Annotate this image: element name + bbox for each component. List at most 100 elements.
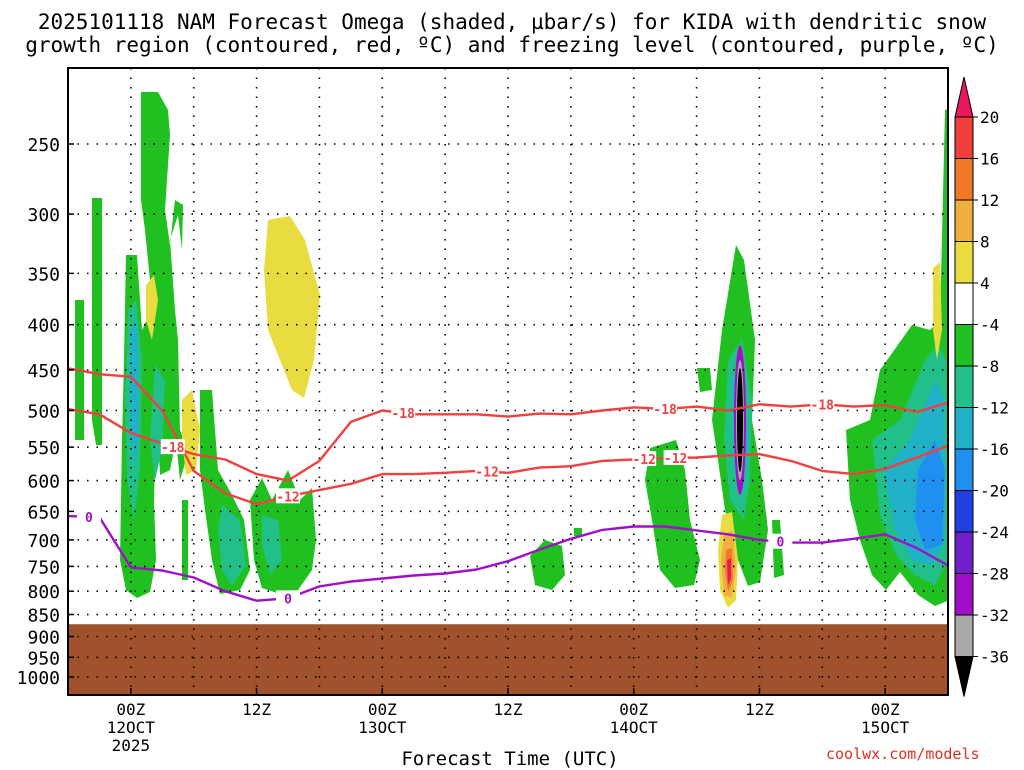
colorbar-bottom-arrow — [954, 656, 974, 697]
contour-line--12 — [68, 367, 948, 506]
omega-region-magenta — [727, 558, 731, 585]
contour-label-bg — [768, 533, 793, 549]
colorbar-swatch — [954, 158, 974, 201]
omega-core-black — [737, 368, 743, 472]
colorbar-swatch — [954, 407, 974, 450]
x-tick-label: 12Z — [242, 700, 271, 719]
y-tick-label: 300 — [27, 205, 60, 226]
omega-region-yellow — [933, 262, 942, 360]
colorbar-swatch — [954, 324, 974, 367]
contour-label-bg — [475, 463, 500, 479]
y-tick-label: 750 — [27, 557, 60, 578]
colorbar-label: -16 — [980, 440, 1009, 459]
omega-region-green — [697, 368, 712, 392]
x-tick-label: 00Z — [871, 700, 900, 719]
omega-shading — [75, 92, 948, 608]
omega-region-yellow — [264, 216, 320, 398]
contour-label-0: 0 — [284, 592, 292, 607]
chart-title-line-1: 2025101118 NAM Forecast Omega (shaded, µ… — [37, 10, 987, 34]
omega-region-green — [92, 198, 102, 445]
y-axis: 2503003504004505005506006507007508008509… — [17, 135, 74, 689]
colorbar-swatch — [954, 448, 974, 491]
x-tick-label: 00Z — [619, 700, 648, 719]
contour-label-bg — [653, 400, 678, 416]
ground-below-surface — [68, 624, 948, 695]
colorbar-label: -28 — [980, 565, 1009, 584]
y-tick-label: 550 — [27, 438, 60, 459]
contour-label--12: -12 — [276, 490, 299, 505]
contour-label-bg — [632, 451, 657, 467]
contour-label--12: -12 — [475, 466, 498, 481]
contour-line-0 — [68, 514, 948, 602]
contour-label-bg — [276, 590, 300, 606]
y-tick-label: 950 — [27, 648, 60, 669]
contour-labels: -18 -18 -18 -18 -12 -12 -12 -12 0 0 0 — [76, 396, 835, 607]
chart-title-line-2: growth region (contoured, red, ºC) and f… — [25, 33, 999, 57]
colorbar: 20 16 12 8 4 -4 -8 -12 -16 -20 -24 -28 -32 -36 — [954, 76, 1009, 697]
colorbar-label: 8 — [980, 233, 990, 252]
omega-region-teal — [218, 505, 246, 585]
contour-label-bg — [276, 488, 300, 504]
omega-region-green — [574, 528, 582, 536]
omega-region-green — [182, 500, 188, 580]
omega-region-green — [530, 540, 565, 590]
colorbar-swatch — [954, 490, 974, 533]
colorbar-label: -20 — [980, 482, 1009, 501]
x-axis-title-text: Forecast Time (UTC) — [401, 748, 619, 770]
y-tick-label: 600 — [27, 472, 60, 493]
y-tick-label: 900 — [27, 627, 60, 648]
y-tick-label: 800 — [27, 582, 60, 603]
x-tick-date-label: 14OCT — [610, 718, 659, 737]
y-tick-label: 350 — [27, 264, 60, 285]
colorbar-swatch — [954, 365, 974, 408]
colorbar-label: -24 — [980, 523, 1009, 542]
colorbar-swatch — [954, 573, 974, 616]
y-tick-label: 400 — [27, 316, 60, 337]
contour-label--12: -12 — [664, 452, 687, 467]
contour-line--18 — [68, 401, 948, 482]
grid — [68, 68, 948, 695]
y-tick-label: 1000 — [17, 668, 60, 689]
contour-label-0: 0 — [776, 536, 784, 551]
credit-text: coolwx.com/models — [826, 745, 980, 763]
contour-label-bg — [160, 439, 185, 455]
colorbar-swatch — [954, 241, 974, 284]
contour-label--12: -12 — [632, 453, 655, 468]
colorbar-label: -8 — [980, 357, 999, 376]
colorbar-label: -12 — [980, 399, 1009, 418]
colorbar-swatch — [954, 531, 974, 574]
colorbar-swatch — [954, 614, 974, 657]
y-tick-label: 650 — [27, 502, 60, 523]
colorbar-swatch — [954, 282, 974, 325]
colorbar-label: 4 — [980, 274, 990, 293]
x-tick-label: 12Z — [494, 700, 523, 719]
colorbar-label: 16 — [980, 150, 999, 169]
contour-label--18: -18 — [161, 441, 185, 456]
colorbar-swatch — [954, 199, 974, 242]
contour-label-bg — [76, 508, 101, 524]
contour-lines — [68, 367, 948, 602]
contour-label-bg — [663, 449, 688, 465]
x-tick-label: 00Z — [116, 700, 145, 719]
x-tick-year-label: 2025 — [112, 736, 151, 755]
y-tick-label: 250 — [27, 135, 60, 156]
x-tick-label: 00Z — [368, 700, 397, 719]
contour-label--18: -18 — [391, 407, 415, 422]
omega-region-green — [141, 92, 186, 480]
omega-region-teal — [262, 515, 282, 575]
colorbar-label: 12 — [980, 191, 999, 210]
omega-region-blue — [915, 440, 945, 550]
colorbar-top-arrow — [954, 76, 974, 118]
y-tick-label: 700 — [27, 531, 60, 552]
colorbar-label: 20 — [980, 108, 999, 127]
x-tick-date-label: 13OCT — [358, 718, 407, 737]
colorbar-swatch — [954, 116, 974, 159]
colorbar-label: -4 — [980, 316, 999, 335]
contour-label--18: -18 — [653, 403, 677, 418]
contour-label-0: 0 — [85, 511, 93, 526]
omega-region-yellow — [182, 390, 200, 475]
contour-label-bg — [391, 405, 416, 421]
colorbar-label: -32 — [980, 606, 1009, 625]
